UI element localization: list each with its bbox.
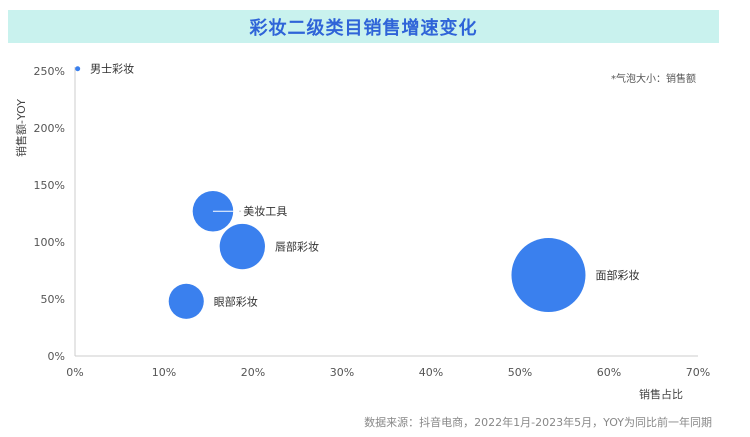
bubble [168,283,204,319]
x-tick-label: 30% [330,366,354,379]
bubble-label: 唇部彩妆 [275,240,319,254]
data-source-note: 数据来源：抖音电商，2022年1月-2023年5月，YOY为同比前一年同期 [364,416,712,429]
y-axis-label: 销售额-YOY [14,99,28,157]
x-tick-label: 0% [66,366,83,379]
bubble [75,66,81,72]
x-tick-label: 60% [597,366,621,379]
y-tick-label: 250% [34,65,65,78]
title-band: 彩妆二级类目销售增速变化 [8,10,719,43]
x-tick-label: 50% [508,366,532,379]
y-tick-label: 150% [34,179,65,192]
chart-title: 彩妆二级类目销售增速变化 [249,17,478,39]
bubble [219,223,265,270]
bubble-label: 美妆工具 [243,205,287,218]
x-tick-label: 20% [241,366,265,379]
x-tick-label: 10% [152,366,176,379]
y-tick-label: 200% [34,122,65,135]
bubble-label: 眼部彩妆 [214,294,258,308]
bubble [511,238,586,313]
y-tick-label: 0% [48,350,65,363]
x-axis-label: 销售占比 [639,387,683,401]
y-tick-label: 50% [41,293,65,306]
x-tick-label: 70% [686,366,710,379]
bubble-label: 面部彩妆 [595,268,639,282]
bubble-label: 男士彩妆 [90,63,134,76]
x-tick-label: 40% [419,366,443,379]
bubble-size-note: *气泡大小：销售额 [611,72,696,85]
y-tick-label: 100% [34,236,65,249]
